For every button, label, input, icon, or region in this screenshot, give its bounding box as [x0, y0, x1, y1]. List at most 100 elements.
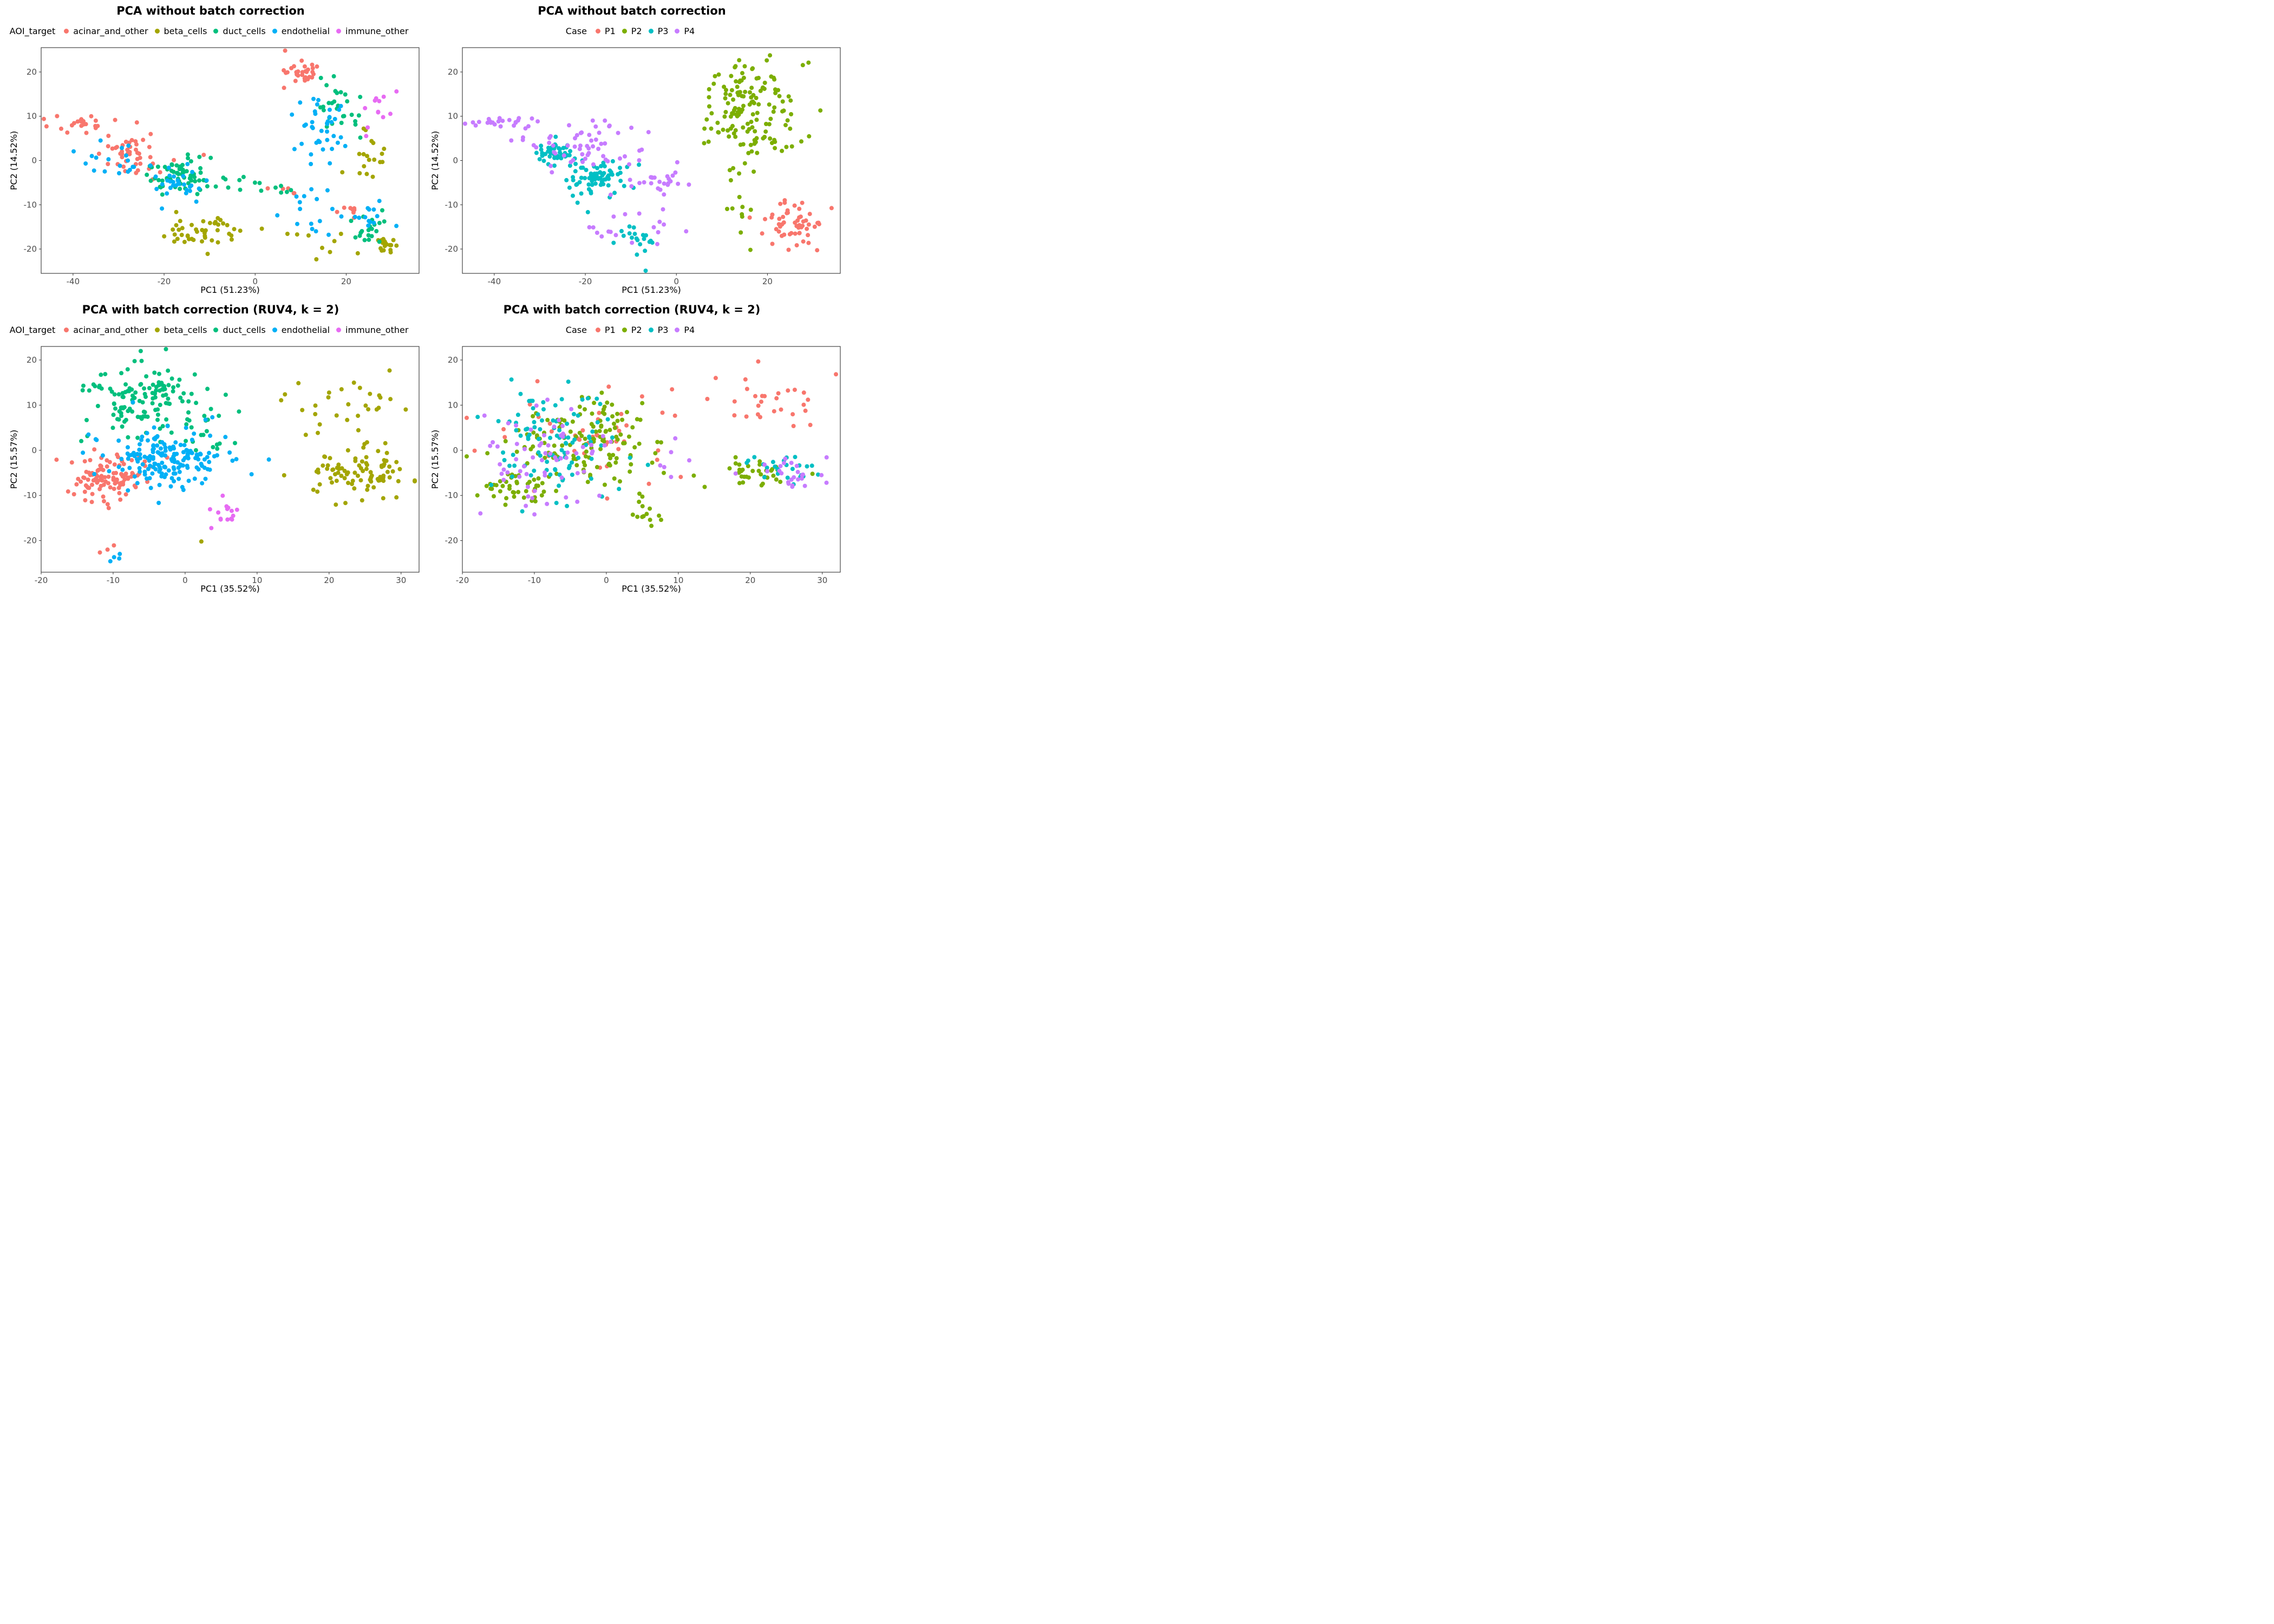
data-point: [635, 417, 639, 422]
data-point: [568, 429, 573, 434]
data-point: [363, 215, 368, 220]
data-point: [537, 157, 542, 162]
data-point: [659, 440, 663, 445]
data-point: [138, 415, 143, 420]
data-point: [624, 423, 629, 428]
data-point: [316, 470, 321, 475]
data-point: [331, 134, 336, 139]
data-point: [742, 64, 747, 69]
data-point: [526, 124, 531, 129]
data-point: [768, 116, 773, 121]
data-point: [765, 469, 770, 474]
data-point: [44, 124, 49, 129]
data-point: [373, 98, 377, 103]
data-point: [99, 474, 104, 479]
data-point: [216, 222, 220, 227]
data-point: [562, 418, 567, 423]
data-point: [296, 381, 301, 385]
data-point: [365, 154, 369, 159]
data-point: [803, 218, 808, 223]
data-point: [171, 169, 176, 174]
legend-label: immune_other: [345, 25, 409, 36]
data-point: [788, 126, 793, 131]
data-point: [172, 479, 177, 483]
data-point: [580, 428, 585, 433]
data-point: [554, 501, 559, 506]
data-point: [568, 149, 573, 154]
data-point: [113, 117, 117, 122]
data-point: [552, 424, 557, 429]
data-point: [649, 175, 654, 180]
data-point: [223, 435, 228, 440]
data-point: [615, 418, 620, 423]
data-point: [106, 157, 111, 162]
scatter-plot: -20 -10 0 10 20 30 -20 -10 0 10 20 PC1 (35.52%) PC2 …: [430, 346, 841, 594]
data-point: [361, 469, 365, 473]
data-point: [215, 446, 220, 451]
data-point: [583, 436, 587, 441]
data-point: [599, 234, 604, 239]
data-point: [204, 429, 209, 434]
data-point: [302, 64, 307, 69]
data-point: [313, 412, 318, 416]
data-point: [721, 127, 726, 132]
data-point: [567, 463, 572, 468]
data-point: [644, 233, 649, 238]
data-point: [328, 250, 332, 254]
data-point: [526, 484, 530, 489]
data-point: [189, 178, 194, 183]
data-point: [737, 462, 742, 467]
data-point: [736, 107, 741, 112]
data-point: [669, 450, 674, 455]
data-point: [501, 477, 506, 482]
data-point: [796, 477, 800, 482]
data-point: [184, 425, 188, 430]
data-point: [104, 458, 109, 463]
data-point: [465, 454, 469, 459]
data-point: [704, 117, 709, 122]
data-point: [550, 170, 554, 175]
data-point: [778, 201, 783, 206]
data-point: [756, 359, 761, 364]
data-point: [166, 468, 171, 473]
data-point: [536, 476, 541, 481]
data-point: [148, 155, 153, 160]
data-point: [279, 190, 284, 195]
data-point: [670, 173, 675, 178]
data-point: [159, 446, 163, 451]
data-point: [120, 149, 125, 154]
data-point: [589, 446, 594, 450]
data-point: [234, 457, 239, 462]
data-point: [498, 479, 502, 484]
data-point: [576, 455, 581, 460]
data-point: [761, 85, 765, 90]
data-point: [662, 222, 666, 227]
data-point: [330, 147, 335, 152]
data-point: [565, 503, 570, 508]
data-point: [618, 171, 623, 175]
data-point: [171, 227, 175, 232]
data-point: [172, 239, 177, 244]
data-point: [525, 427, 530, 431]
data-point: [646, 130, 651, 135]
data-point: [597, 493, 602, 498]
data-point: [182, 443, 187, 448]
data-point: [307, 75, 312, 80]
x-tick-label: 20: [745, 575, 755, 585]
data-point: [283, 392, 287, 397]
data-point: [158, 403, 162, 407]
data-point: [591, 225, 596, 230]
data-point: [283, 48, 287, 53]
data-point: [514, 442, 519, 447]
data-point: [629, 184, 634, 189]
data-point: [363, 403, 368, 408]
data-point: [154, 187, 159, 192]
data-point: [514, 480, 519, 484]
data-point: [207, 460, 212, 464]
data-point: [121, 462, 126, 467]
data-point: [805, 464, 809, 469]
data-point: [101, 494, 106, 499]
data-point: [586, 187, 591, 192]
y-axis-label: PC2 (14.52%): [430, 131, 440, 191]
data-point: [571, 453, 576, 458]
